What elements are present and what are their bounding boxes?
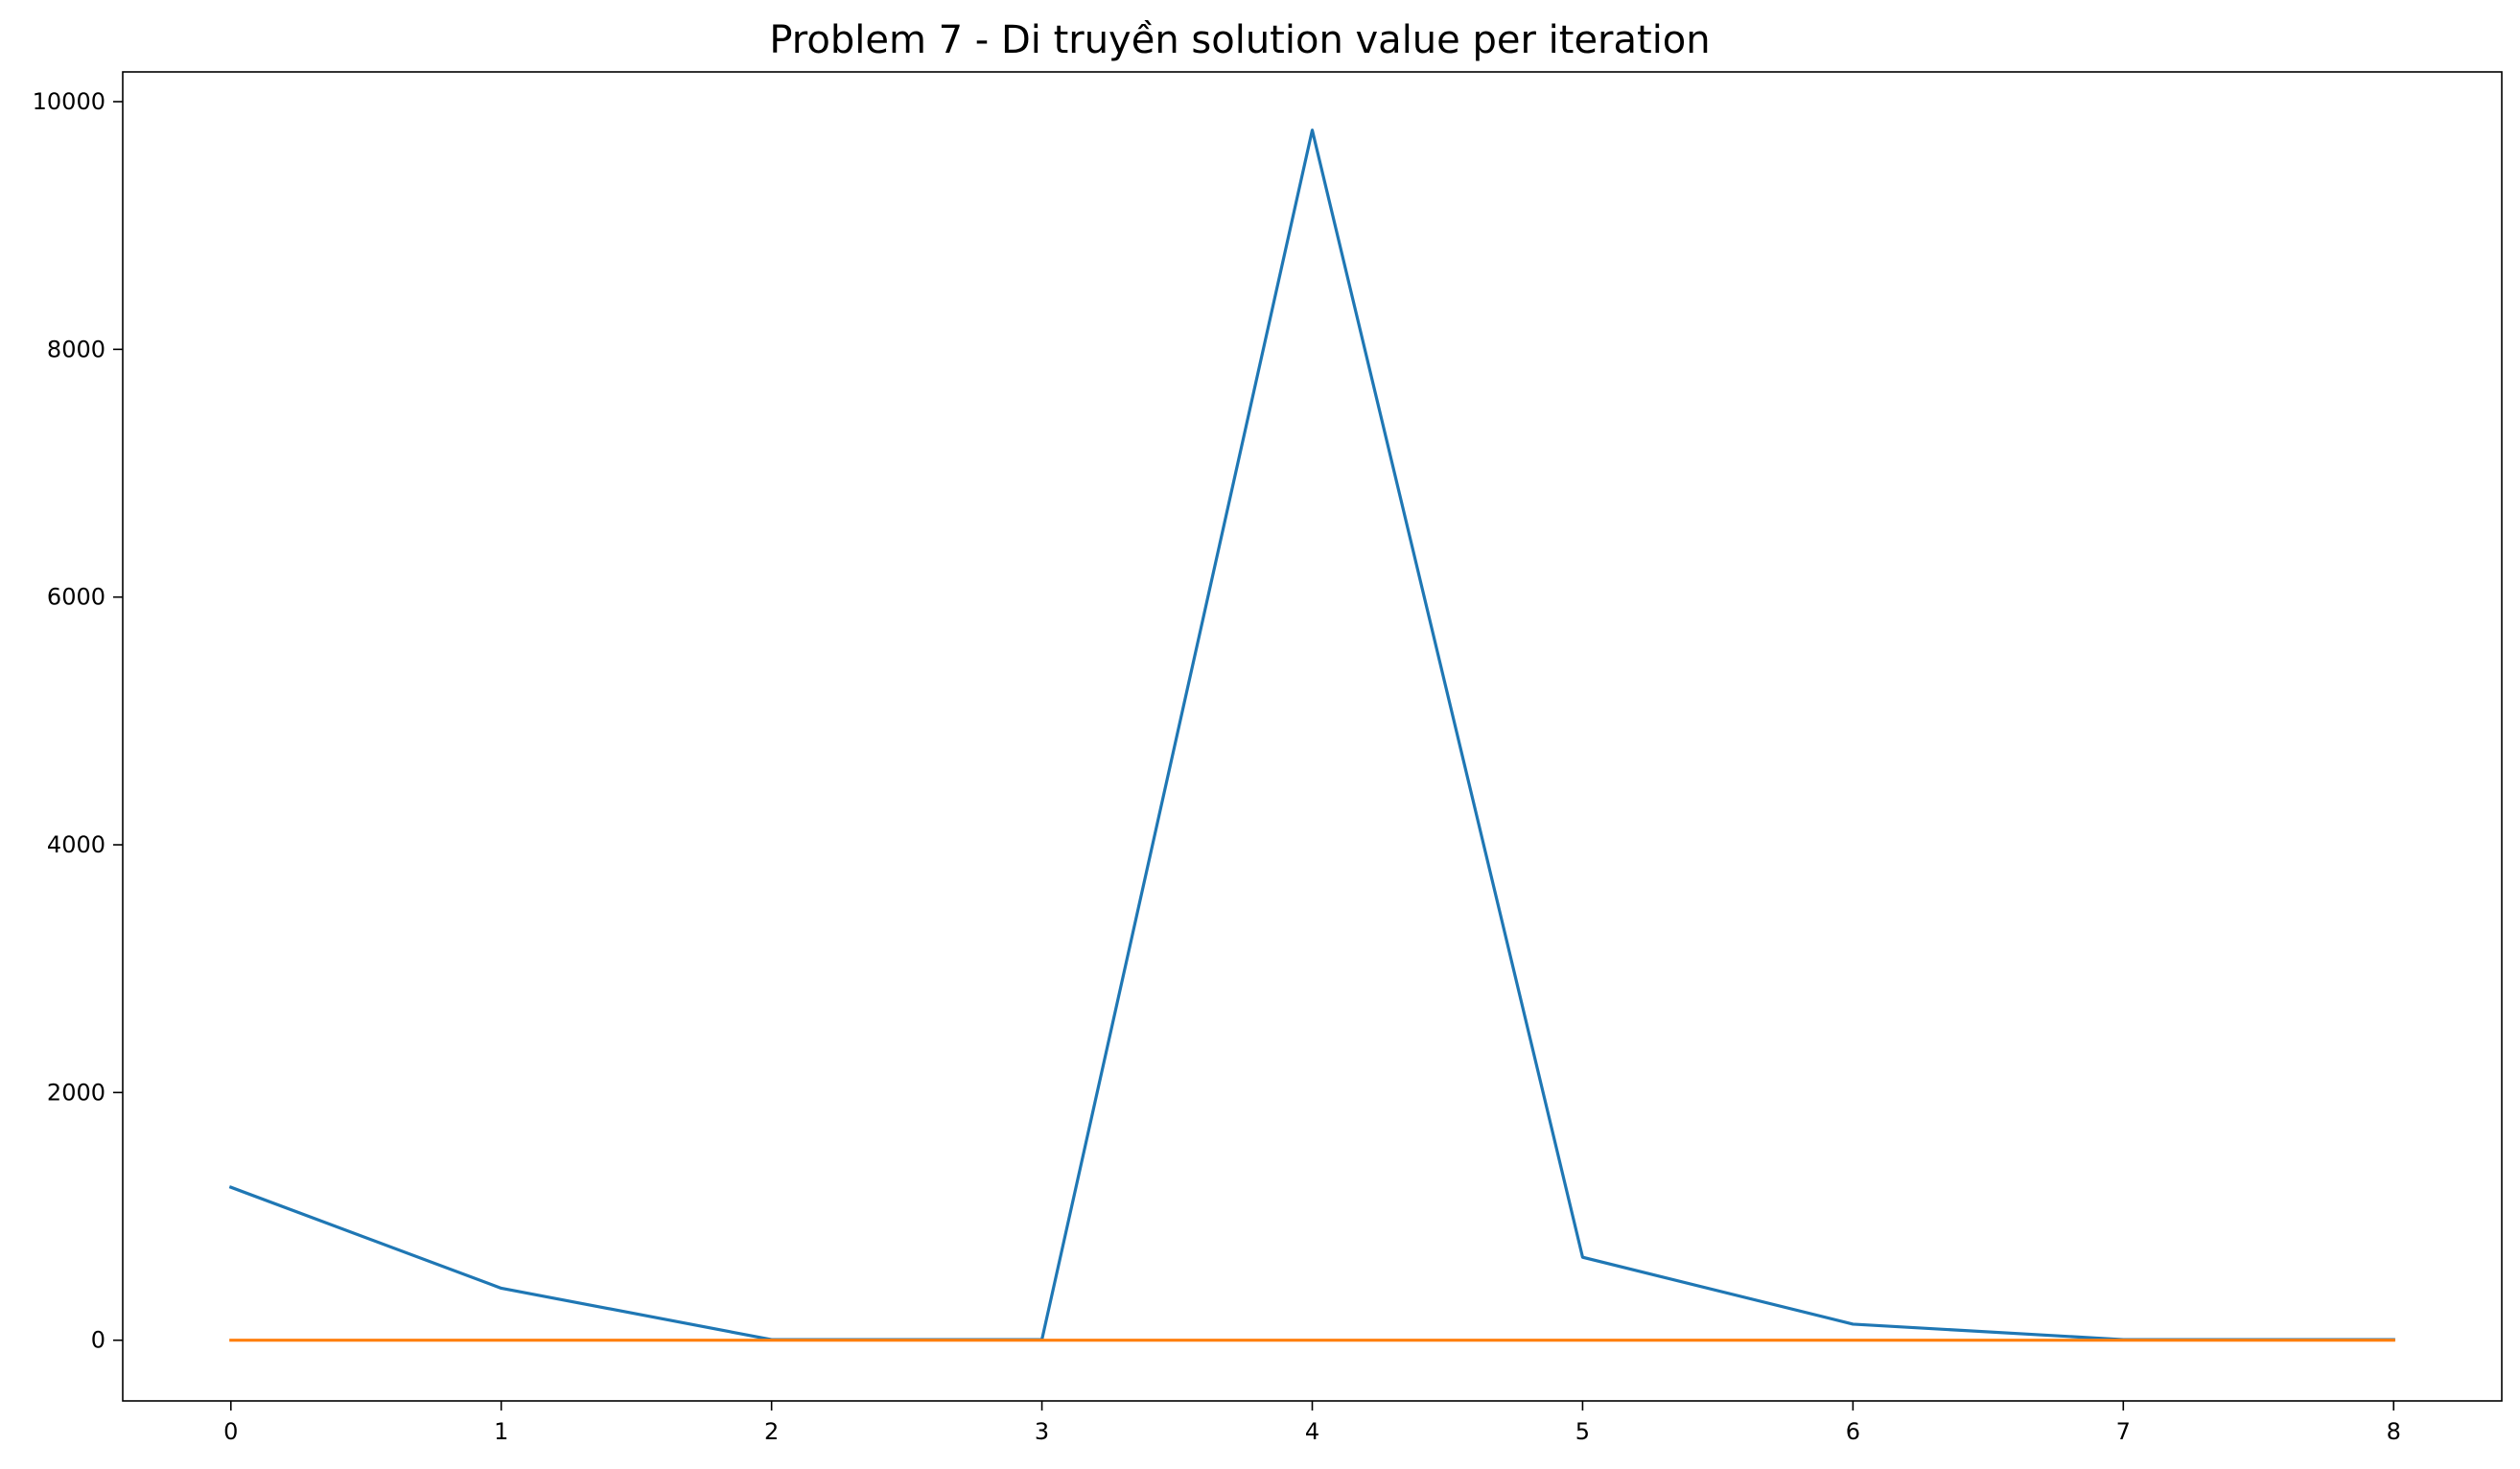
chart-title: Problem 7 - Di truyền solution value per… — [769, 18, 1710, 62]
x-axis: 0 1 2 3 4 5 6 7 8 — [223, 1401, 2401, 1445]
x-tick-label: 8 — [2387, 1418, 2401, 1445]
x-tick-label: 7 — [2116, 1418, 2131, 1445]
x-tick-label: 0 — [223, 1418, 238, 1445]
x-tick-label: 4 — [1305, 1418, 1319, 1445]
y-tick-label: 4000 — [47, 831, 105, 858]
x-tick-label: 1 — [494, 1418, 508, 1445]
y-tick-label: 2000 — [47, 1079, 105, 1106]
x-tick-label: 2 — [764, 1418, 779, 1445]
series-line-1 — [228, 128, 2395, 1341]
x-tick-label: 5 — [1575, 1418, 1590, 1445]
plot-area-frame — [122, 71, 2503, 1402]
y-tick-label: 8000 — [47, 336, 105, 362]
series-layer — [228, 128, 2395, 1342]
x-tick-label: 6 — [1846, 1418, 1860, 1445]
x-tick-label: 3 — [1035, 1418, 1049, 1445]
y-tick-label: 10000 — [33, 88, 105, 115]
y-axis: 0 2000 4000 6000 8000 10000 — [33, 88, 123, 1354]
y-tick-label: 6000 — [47, 584, 105, 611]
y-tick-label: 0 — [91, 1327, 105, 1354]
